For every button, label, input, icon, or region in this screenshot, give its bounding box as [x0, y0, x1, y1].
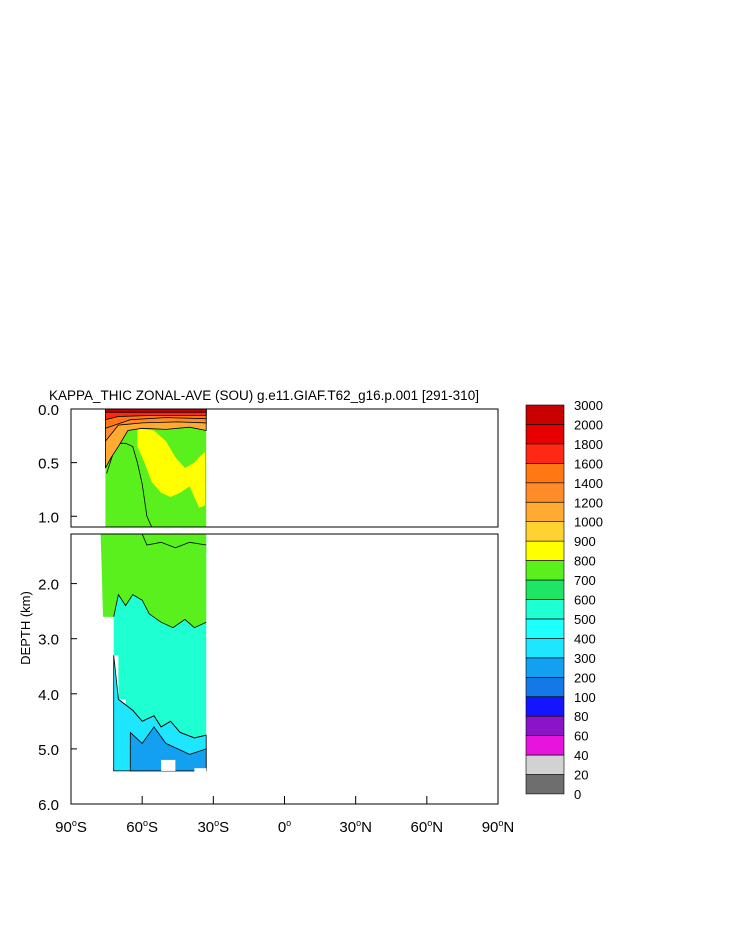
region-600-700 — [100, 534, 207, 628]
colorbar-swatch — [525, 774, 565, 795]
colorbar: 0 20 40 60 80 100 200 300 400 500 600 700 800 900 1000… — [525, 398, 603, 802]
colorbar-swatch — [525, 579, 565, 600]
contour-600 — [113, 593, 207, 629]
colorbar-swatch — [525, 540, 565, 561]
y-tick-label: 1.0 — [38, 509, 59, 526]
colorbar-label: 300 — [574, 651, 596, 666]
colorbar-label: 400 — [574, 631, 596, 646]
bathymetry-mask — [194, 768, 207, 774]
chart-title: KAPPA_THIC ZONAL-AVE (SOU) g.e11.GIAF.T6… — [49, 388, 479, 403]
x-tick-label: 60oN — [411, 818, 444, 836]
x-tick-label: 30oS — [197, 818, 229, 836]
colorbar-swatch — [525, 676, 565, 697]
colorbar-label: 0 — [574, 787, 581, 802]
contour-700 — [141, 534, 207, 549]
colorbar-swatch — [525, 443, 565, 464]
x-tick-label: 30oN — [339, 818, 372, 836]
colorbar-swatch — [525, 463, 565, 484]
y-tick-label: 3.0 — [38, 632, 59, 649]
colorbar-label: 600 — [574, 593, 596, 608]
y-axis-label: DEPTH (km) — [18, 591, 33, 665]
colorbar-label: 800 — [574, 554, 596, 569]
colorbar-swatch — [525, 501, 565, 522]
colorbar-label: 1800 — [574, 437, 603, 452]
colorbar-swatch — [525, 715, 565, 736]
bathymetry-mask — [161, 759, 176, 771]
colorbar-swatch — [525, 657, 565, 678]
colorbar-swatch — [525, 735, 565, 756]
x-tick-label: 90oS — [55, 818, 87, 836]
colorbar-swatch — [525, 599, 565, 620]
colorbar-swatch — [525, 521, 565, 542]
y-tick-label: 5.0 — [38, 742, 59, 759]
lower-panel-field — [100, 534, 207, 774]
colorbar-label: 100 — [574, 690, 596, 705]
colorbar-label: 700 — [574, 573, 596, 588]
colorbar-label: 1400 — [574, 476, 603, 491]
x-tick-label: 60oS — [126, 818, 158, 836]
colorbar-swatch — [525, 754, 565, 775]
upper-panel-frame — [70, 408, 499, 528]
axes: 90oS 60oS 30oS 0o 30oN 60oN 90oN 0.0 0.5 1.0 2.0 3.… — [38, 402, 514, 836]
colorbar-label: 200 — [574, 670, 596, 685]
x-tick-label: 90oN — [482, 818, 515, 836]
colorbar-swatch — [525, 424, 565, 445]
y-tick-label: 6.0 — [38, 797, 59, 814]
x-tick-label: 0o — [278, 818, 291, 836]
y-tick-label: 2.0 — [38, 577, 59, 594]
colorbar-label: 80 — [574, 709, 588, 724]
colorbar-label: 40 — [574, 748, 588, 763]
colorbar-label: 3000 — [574, 398, 603, 413]
colorbar-label: 1200 — [574, 495, 603, 510]
region-800-900 — [137, 428, 205, 508]
colorbar-swatch — [525, 638, 565, 659]
y-tick-label: 4.0 — [38, 687, 59, 704]
y-tick-label: 0.0 — [38, 402, 59, 419]
region-2000-3000 — [105, 409, 207, 413]
colorbar-label: 1600 — [574, 456, 603, 471]
colorbar-swatch — [525, 482, 565, 503]
colorbar-label: 500 — [574, 612, 596, 627]
colorbar-label: 1000 — [574, 515, 603, 530]
colorbar-swatch — [525, 404, 565, 425]
colorbar-swatch — [525, 696, 565, 717]
contour-500 — [118, 698, 207, 739]
y-tick-label: 0.5 — [38, 456, 59, 473]
colorbar-label: 20 — [574, 768, 588, 783]
upper-panel-field — [105, 409, 207, 527]
colorbar-label: 900 — [574, 534, 596, 549]
colorbar-swatch — [525, 560, 565, 581]
colorbar-swatch — [525, 618, 565, 639]
colorbar-label: 60 — [574, 729, 588, 744]
colorbar-label: 2000 — [574, 417, 603, 432]
